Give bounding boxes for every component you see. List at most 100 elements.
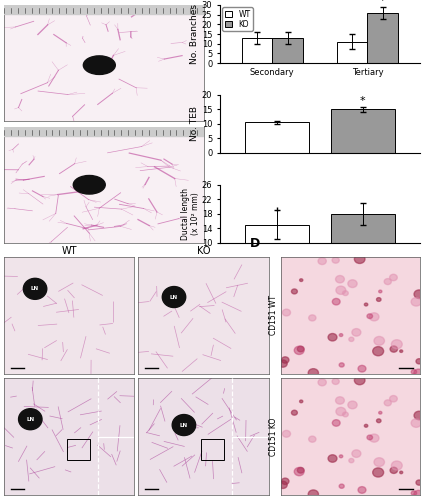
Circle shape [73,176,105,194]
Circle shape [414,369,423,377]
Circle shape [309,436,316,442]
Circle shape [282,357,289,363]
Circle shape [400,471,403,474]
Text: *: * [360,96,365,106]
Circle shape [291,410,297,415]
Circle shape [339,484,344,488]
Circle shape [300,400,303,402]
Circle shape [332,298,340,305]
Circle shape [332,420,340,426]
Circle shape [343,412,348,417]
Circle shape [384,278,391,284]
Legend: WT, KO: WT, KO [222,8,253,31]
Circle shape [411,419,421,428]
Bar [331,214,395,279]
Circle shape [294,346,304,354]
Circle shape [294,468,304,475]
Circle shape [358,486,366,494]
Y-axis label: Ductal length
(x 10² mm): Ductal length (x 10² mm) [181,188,200,240]
Circle shape [374,458,385,466]
Bar [67,439,90,460]
Circle shape [172,414,195,436]
Circle shape [291,289,297,294]
Y-axis label: No. Branches: No. Branches [190,4,199,64]
Circle shape [84,56,115,74]
Circle shape [308,368,318,378]
Circle shape [373,468,384,477]
Circle shape [349,458,354,462]
Circle shape [279,360,287,367]
Circle shape [391,340,402,349]
Y-axis label: 7.5 week: 7.5 week [0,418,1,456]
Circle shape [367,435,373,440]
Circle shape [373,346,384,356]
Circle shape [390,274,397,280]
Text: LN: LN [170,294,178,300]
Text: B: B [176,0,186,4]
Circle shape [414,411,424,420]
Circle shape [339,334,343,336]
Circle shape [318,379,326,386]
Circle shape [358,366,366,372]
Circle shape [414,290,424,298]
Circle shape [390,467,397,473]
Circle shape [364,303,368,306]
Circle shape [297,468,304,473]
Circle shape [390,396,397,402]
Circle shape [349,337,354,342]
Circle shape [369,313,379,321]
Circle shape [348,280,357,287]
Circle shape [19,408,42,430]
Text: A: A [2,0,12,2]
Text: D: D [250,237,260,250]
Circle shape [369,434,379,442]
Y-axis label: No. TEB: No. TEB [190,106,199,142]
Bar [201,439,224,460]
Y-axis label: CD151 KO: CD151 KO [269,418,278,456]
Circle shape [339,363,344,367]
Circle shape [282,309,290,316]
Bar [272,38,303,63]
Circle shape [300,279,303,281]
Text: *: * [380,0,385,6]
Bar [242,38,272,63]
Bar [337,42,368,63]
Circle shape [332,257,339,263]
Bar [4,127,204,136]
Circle shape [377,298,381,302]
Circle shape [400,350,403,352]
Title: KO: KO [197,246,210,256]
Circle shape [335,397,344,404]
Y-axis label: CD151 WT: CD151 WT [269,296,278,336]
Circle shape [384,400,391,406]
Circle shape [379,412,382,414]
Circle shape [352,328,361,336]
Circle shape [352,450,361,458]
Circle shape [328,334,337,341]
Circle shape [377,419,381,422]
Circle shape [354,376,365,384]
Circle shape [364,424,368,427]
Circle shape [416,480,422,485]
Text: LN: LN [180,422,188,428]
Circle shape [343,291,348,296]
Circle shape [335,276,344,283]
Circle shape [414,490,423,498]
Circle shape [336,286,346,294]
Bar [245,224,309,279]
Y-axis label: 7 week: 7 week [0,300,1,330]
Circle shape [391,461,402,470]
Bar [4,5,204,15]
Circle shape [162,286,186,308]
Circle shape [374,336,385,345]
Circle shape [279,481,287,488]
Circle shape [332,378,339,384]
Circle shape [411,491,417,496]
Circle shape [297,346,304,352]
Circle shape [282,430,290,437]
Circle shape [390,346,397,352]
Circle shape [411,370,417,374]
Circle shape [411,298,421,306]
Circle shape [348,401,357,409]
Bar [368,12,398,63]
